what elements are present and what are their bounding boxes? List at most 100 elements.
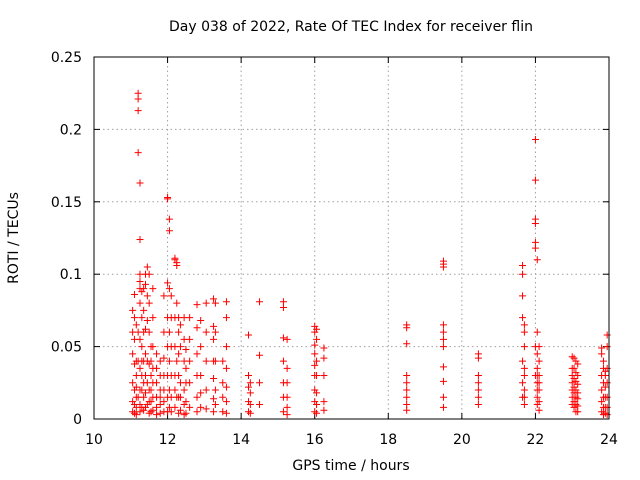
data-point (474, 401, 482, 409)
data-point (176, 406, 184, 414)
data-point (403, 406, 411, 414)
data-point (202, 386, 210, 394)
data-point (129, 306, 137, 314)
data-point (153, 403, 161, 411)
y-tick-label: 0.25 (51, 50, 82, 66)
data-point (603, 403, 611, 411)
data-point (283, 379, 291, 387)
data-point (256, 379, 264, 387)
data-point (256, 298, 264, 306)
data-point (160, 292, 168, 300)
data-point (202, 357, 210, 365)
y-tick-label: 0.2 (60, 122, 82, 138)
y-axis-label: ROTI / TECUs (6, 192, 22, 284)
data-point (599, 357, 607, 365)
data-point (165, 215, 173, 223)
data-point (256, 351, 264, 359)
data-point (164, 195, 172, 203)
data-point (147, 398, 155, 406)
x-tick-label: 20 (453, 432, 471, 448)
data-point (245, 372, 252, 380)
data-point (246, 401, 254, 409)
data-point (474, 372, 482, 380)
data-point (320, 354, 328, 362)
data-point (403, 372, 411, 380)
x-tick-label: 22 (527, 432, 545, 448)
tick-labels: 10 12 14 16 18 20 22 24 0 0.05 0.1 0.15 0.2 0.25 (51, 50, 618, 448)
x-tick-label: 14 (232, 432, 250, 448)
data-point (603, 331, 611, 339)
data-point (129, 379, 137, 387)
data-point (279, 408, 287, 416)
data-point (156, 401, 164, 409)
data-point (132, 411, 140, 419)
data-point (219, 357, 227, 365)
data-point (439, 321, 447, 329)
data-point (165, 285, 173, 293)
data-point (197, 372, 205, 380)
data-point (533, 256, 541, 264)
data-point (156, 393, 164, 401)
data-point (175, 328, 183, 336)
data-point (140, 393, 148, 401)
data-point (535, 357, 543, 365)
data-point (320, 344, 328, 352)
data-point (519, 262, 527, 270)
data-point (173, 299, 181, 307)
data-point (519, 270, 527, 278)
data-point (156, 409, 164, 417)
data-point (197, 389, 205, 397)
data-point (153, 350, 161, 358)
data-point (138, 386, 146, 394)
data-point (175, 372, 183, 380)
data-point (136, 179, 144, 187)
data-point (222, 343, 230, 351)
plot-frame (93, 56, 610, 420)
data-point (403, 386, 411, 394)
data-point (313, 325, 321, 333)
data-point (167, 292, 175, 300)
data-point (165, 357, 173, 365)
data-point (439, 403, 447, 411)
data-point (320, 398, 328, 406)
data-point (520, 343, 528, 351)
data-point (535, 372, 543, 380)
data-point (147, 357, 155, 365)
data-point (173, 262, 181, 270)
data-point (130, 290, 138, 298)
data-point (535, 343, 543, 351)
data-point (279, 357, 287, 365)
data-point (603, 393, 611, 401)
data-point (182, 409, 190, 417)
data-point (520, 321, 528, 329)
data-point (474, 354, 482, 362)
data-point (176, 393, 184, 401)
data-point (210, 408, 218, 416)
data-point (313, 335, 321, 343)
data-point (574, 395, 582, 403)
data-point (180, 386, 188, 394)
data-point (222, 298, 230, 306)
data-point (134, 149, 142, 157)
data-point (222, 364, 230, 372)
data-point (219, 393, 227, 401)
data-point (176, 343, 184, 351)
data-point (313, 409, 321, 417)
data-point (320, 406, 328, 414)
data-point (531, 176, 539, 184)
data-point (601, 372, 609, 380)
data-point (311, 350, 319, 358)
y-tick-label: 0.05 (51, 340, 82, 356)
data-point (535, 386, 543, 394)
data-point (533, 393, 541, 401)
data-point (140, 285, 148, 293)
data-point (533, 350, 541, 358)
data-point (313, 401, 321, 409)
data-point (313, 372, 321, 380)
axis-ticks (93, 56, 610, 420)
data-point (186, 357, 194, 365)
data-point (283, 335, 291, 343)
data-point (136, 299, 144, 307)
data-point (171, 403, 179, 411)
data-point (519, 357, 527, 365)
